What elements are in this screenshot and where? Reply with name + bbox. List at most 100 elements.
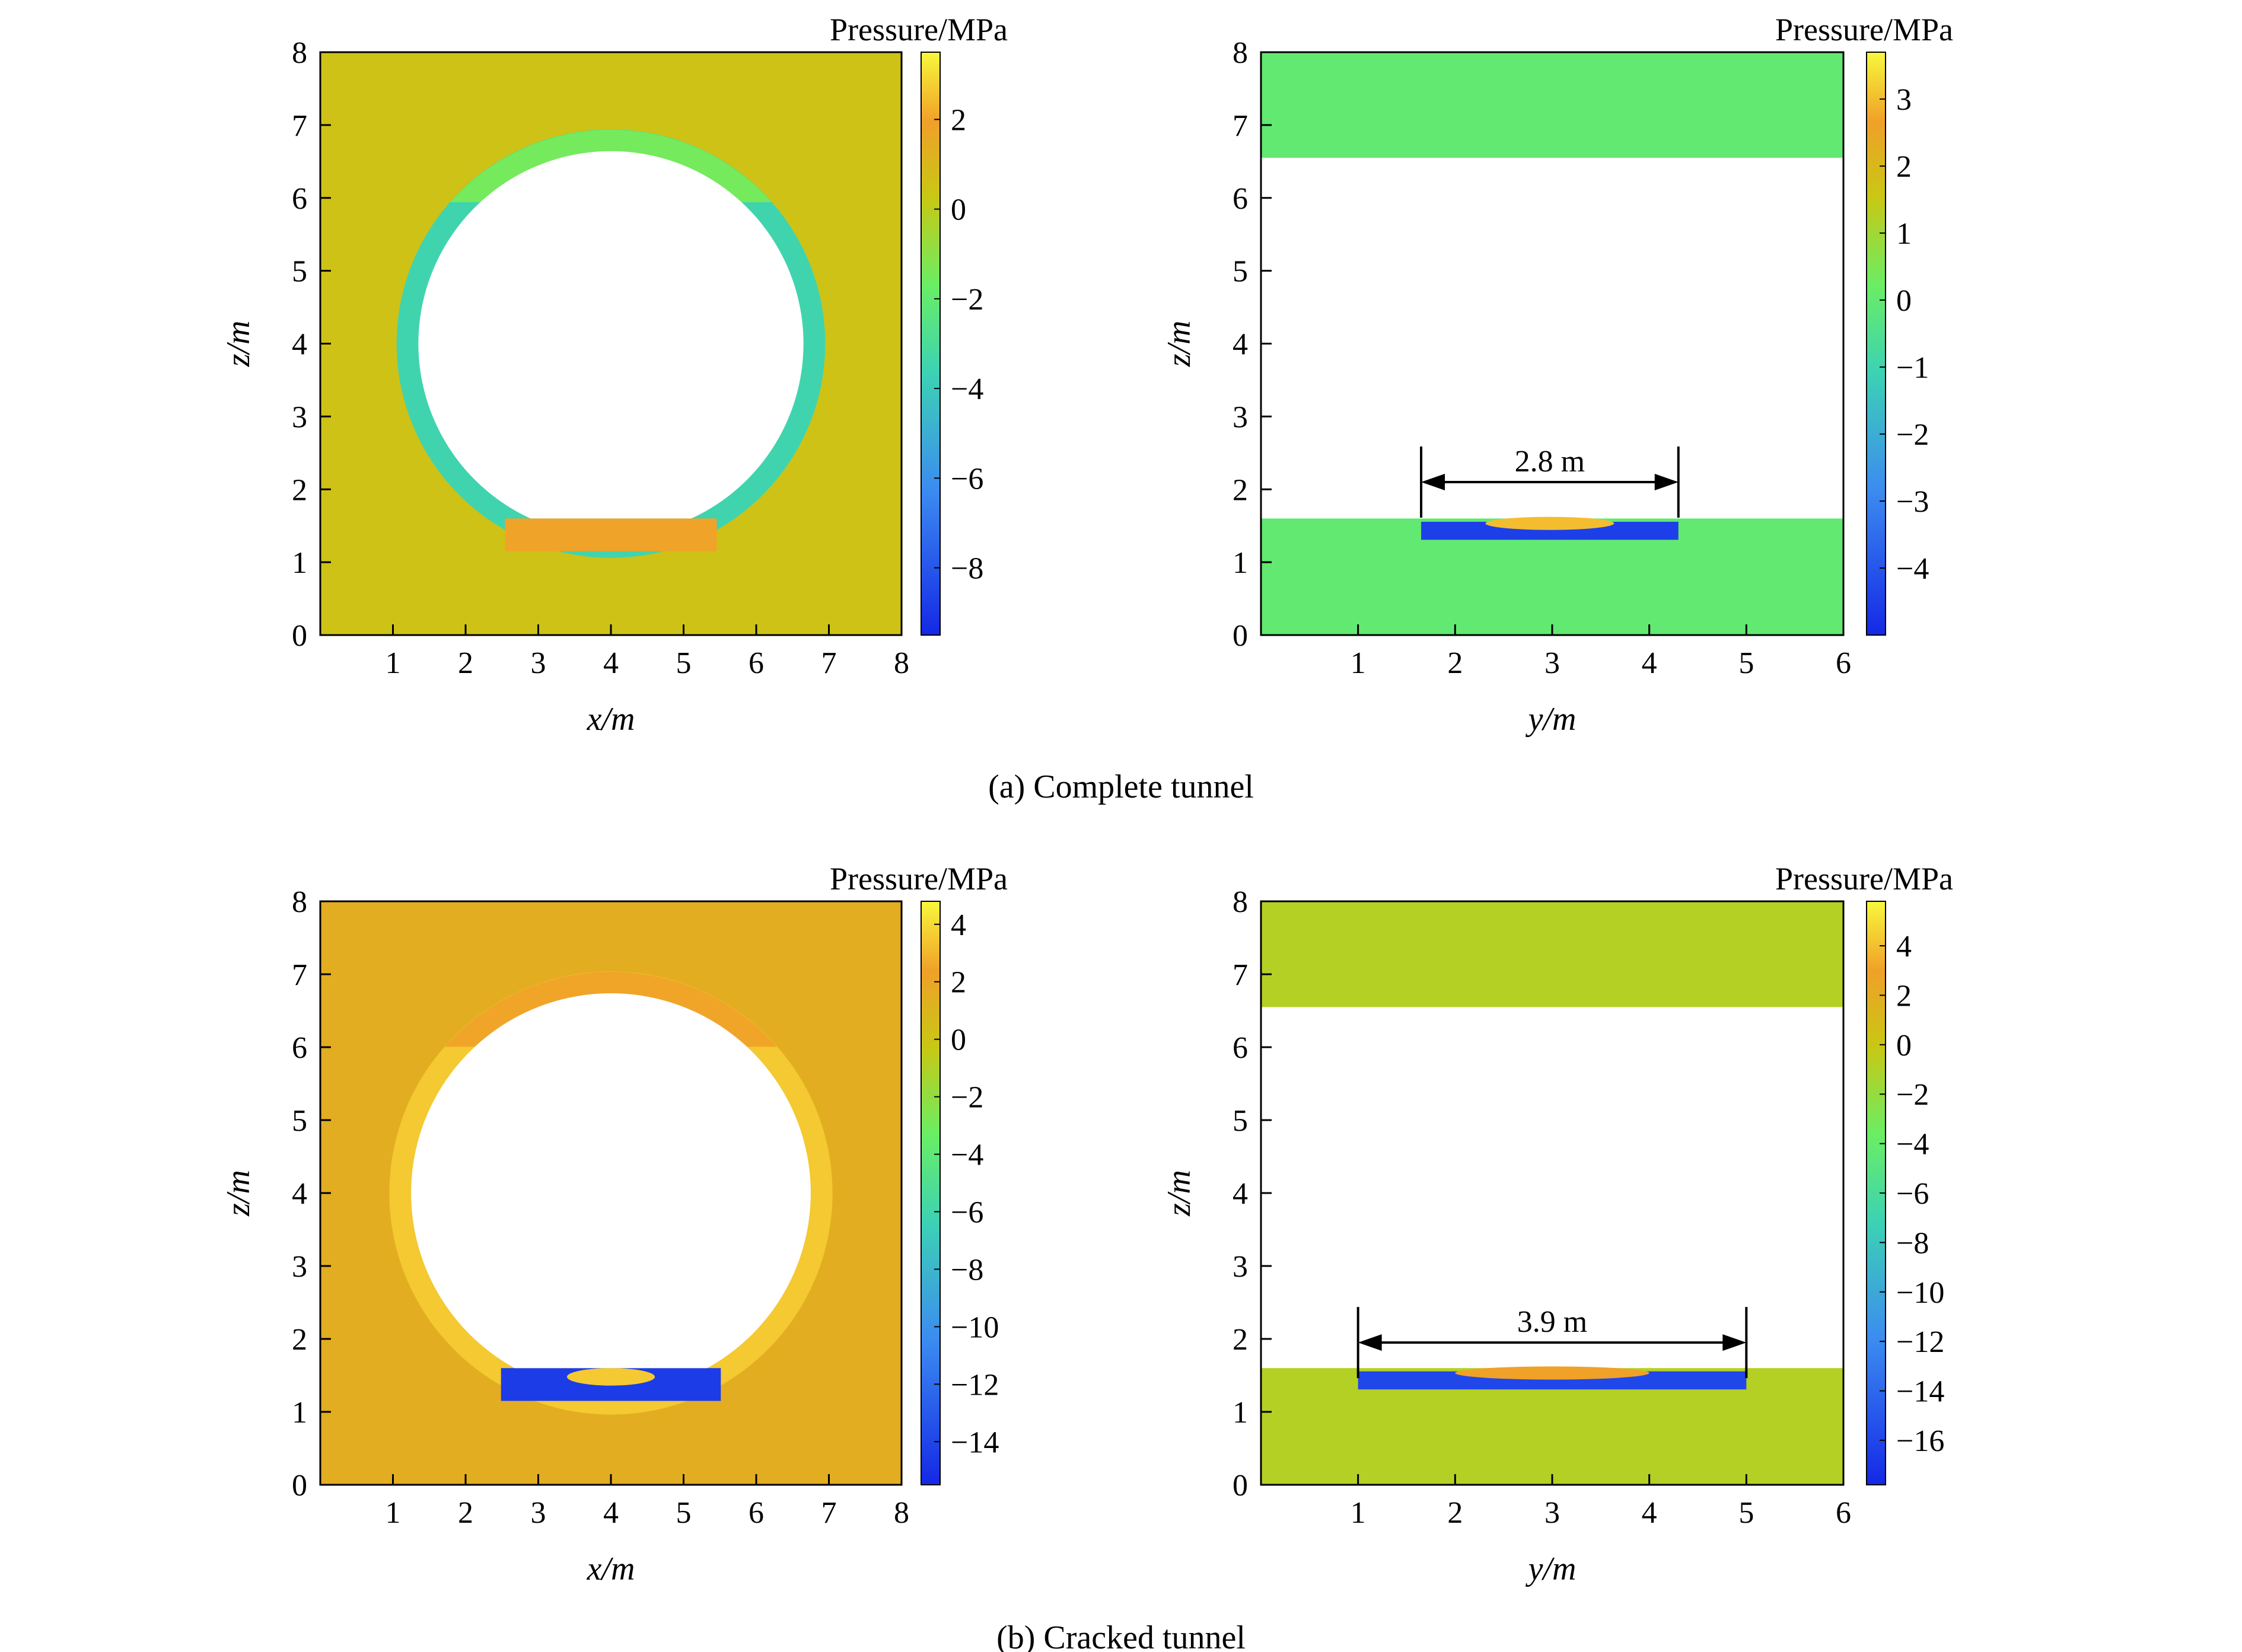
y-tick-label: 0 xyxy=(292,619,307,653)
invert-center xyxy=(568,518,654,536)
colorbar-label: Pressure/MPa xyxy=(830,12,1008,47)
y-tick-label: 6 xyxy=(292,1031,307,1065)
y-axis-label: z/m xyxy=(1161,1170,1198,1217)
x-tick-label: 2 xyxy=(1447,1496,1463,1530)
colorbar-tick-label: 2 xyxy=(1896,150,1912,184)
x-tick-label: 2 xyxy=(458,646,473,680)
colorbar-tick-label: 0 xyxy=(951,193,966,227)
y-tick-label: 3 xyxy=(1233,400,1248,434)
colorbar-tick-label: 1 xyxy=(1896,217,1912,251)
y-tick-label: 1 xyxy=(292,1396,307,1430)
colorbar-tick-label: 4 xyxy=(951,908,966,942)
colorbar-tick-label: −16 xyxy=(1896,1424,1944,1458)
colorbar-tick-label: 0 xyxy=(951,1023,966,1057)
x-axis-label: x/m xyxy=(587,1551,635,1587)
colorbar-tick-label: −1 xyxy=(1896,351,1929,385)
dimension-arrow-start xyxy=(1358,1334,1382,1351)
colorbar-tick-label: −14 xyxy=(1896,1375,1944,1409)
y-tick-label: 8 xyxy=(1233,885,1248,919)
tunnel-opening xyxy=(418,151,804,519)
y-tick-label: 7 xyxy=(292,109,307,143)
y-tick-label: 1 xyxy=(1233,546,1248,580)
x-axis-label: y/m xyxy=(1526,1551,1577,1587)
x-axis-label: x/m xyxy=(587,701,635,738)
x-tick-label: 1 xyxy=(1351,646,1366,680)
x-tick-label: 6 xyxy=(749,646,764,680)
x-tick-label: 6 xyxy=(749,1496,764,1530)
colorbar-tick-label: 4 xyxy=(1896,930,1912,964)
colorbar-tick-label: −2 xyxy=(951,1081,983,1115)
x-tick-label: 2 xyxy=(458,1496,473,1530)
x-tick-label: 3 xyxy=(1544,646,1560,680)
invert-center xyxy=(566,1368,655,1386)
colorbar xyxy=(1866,52,1886,636)
y-tick-label: 0 xyxy=(1233,1469,1248,1503)
x-tick-label: 8 xyxy=(894,646,909,680)
x-tick-label: 3 xyxy=(531,646,546,680)
colorbar-tick-label: 2 xyxy=(951,103,966,137)
x-tick-label: 5 xyxy=(676,646,692,680)
x-tick-label: 4 xyxy=(1642,646,1657,680)
x-tick-label: 6 xyxy=(1836,646,1851,680)
damage-peak xyxy=(1485,516,1614,530)
dimension-label: 3.9 m xyxy=(1517,1305,1587,1339)
y-tick-label: 1 xyxy=(292,546,307,580)
colorbar-tick-label: −12 xyxy=(1896,1325,1944,1359)
colorbar-tick-label: −3 xyxy=(1896,485,1929,519)
colorbar-tick-label: −12 xyxy=(951,1368,999,1402)
y-axis-label: z/m xyxy=(1161,321,1198,368)
x-tick-label: 4 xyxy=(603,646,619,680)
y-tick-label: 3 xyxy=(1233,1250,1248,1284)
x-tick-label: 1 xyxy=(386,1496,401,1530)
x-tick-label: 7 xyxy=(821,1496,837,1530)
y-tick-label: 2 xyxy=(292,1323,307,1357)
y-tick-label: 7 xyxy=(292,958,307,992)
colorbar-label: Pressure/MPa xyxy=(830,861,1008,897)
colorbar-tick-label: −14 xyxy=(951,1425,999,1459)
colorbar-tick-label: −8 xyxy=(1896,1226,1929,1260)
panel-a-left: 1 2 3 4 5 6 7 8 0 1 2 3 4 5 6 7 8 x/m z/m −8 −6 −4 −2 0 2 Pressur… xyxy=(220,12,1008,738)
y-tick-label: 6 xyxy=(1233,1031,1248,1065)
x-tick-label: 4 xyxy=(1642,1496,1657,1530)
y-tick-label: 6 xyxy=(292,182,307,216)
colorbar-tick-label: −2 xyxy=(951,283,983,317)
colorbar-label: Pressure/MPa xyxy=(1775,861,1953,897)
tunnel-void xyxy=(1261,158,1843,519)
colorbar-tick-label: −2 xyxy=(1896,418,1929,452)
colorbar-tick-label: 3 xyxy=(1896,83,1912,117)
y-axis-label: z/m xyxy=(220,1170,257,1217)
y-tick-label: 3 xyxy=(292,400,307,434)
x-tick-label: 1 xyxy=(386,646,401,680)
panel-b-right: 3.9 m 1 2 3 4 5 6 0 1 2 3 4 5 6 7 8 y/m z/m −16 −14 −12 −10 −8… xyxy=(1161,861,1953,1587)
colorbar-tick-label: −10 xyxy=(1896,1276,1944,1310)
x-tick-label: 3 xyxy=(531,1496,546,1530)
colorbar-tick-label: 0 xyxy=(1896,1029,1912,1063)
y-tick-label: 3 xyxy=(292,1250,307,1284)
caption-a: (a) Complete tunnel xyxy=(988,768,1254,805)
x-tick-label: 5 xyxy=(1738,646,1754,680)
colorbar-tick-label: −4 xyxy=(951,372,983,406)
dimension-arrow-start xyxy=(1421,473,1445,490)
colorbar-tick-label: 0 xyxy=(1896,284,1912,318)
colorbar-tick-label: −6 xyxy=(951,1196,983,1230)
colorbar xyxy=(921,901,941,1485)
y-tick-label: 6 xyxy=(1233,182,1248,216)
colorbar-tick-label: −4 xyxy=(1896,1128,1929,1162)
dimension-arrow-end xyxy=(1722,1334,1747,1351)
colorbar-tick-label: −8 xyxy=(951,1253,983,1287)
y-tick-label: 7 xyxy=(1233,109,1248,143)
x-tick-label: 6 xyxy=(1836,1496,1851,1530)
y-tick-label: 2 xyxy=(1233,1323,1248,1357)
x-tick-label: 4 xyxy=(603,1496,619,1530)
y-tick-label: 2 xyxy=(1233,473,1248,507)
y-tick-label: 4 xyxy=(1233,1177,1248,1211)
colorbar-tick-label: 2 xyxy=(951,966,966,1000)
y-tick-label: 2 xyxy=(292,473,307,507)
colorbar-tick-label: −8 xyxy=(951,552,983,586)
y-tick-label: 5 xyxy=(292,1104,307,1138)
dimension-arrow-end xyxy=(1654,473,1679,490)
colorbar-tick-label: −10 xyxy=(951,1310,999,1344)
y-tick-label: 8 xyxy=(1233,36,1248,70)
y-tick-label: 0 xyxy=(1233,619,1248,653)
